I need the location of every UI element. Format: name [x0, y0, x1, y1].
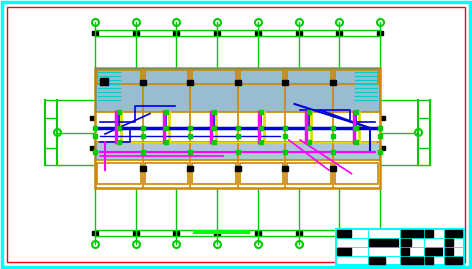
Bar: [377, 231, 383, 235]
Bar: [336, 31, 342, 35]
Bar: [100, 77, 108, 84]
Bar: [214, 231, 220, 235]
Bar: [235, 167, 241, 171]
Bar: [187, 80, 193, 85]
Bar: [133, 231, 139, 235]
Bar: [337, 230, 351, 237]
Bar: [140, 80, 145, 85]
Bar: [425, 257, 433, 264]
Bar: [90, 146, 95, 150]
Bar: [295, 231, 302, 235]
Bar: [380, 116, 385, 120]
Bar: [425, 248, 442, 255]
Bar: [95, 68, 380, 112]
Bar: [95, 68, 380, 188]
Bar: [282, 167, 288, 171]
Bar: [380, 146, 385, 150]
Bar: [336, 229, 464, 265]
Bar: [282, 80, 288, 85]
Bar: [92, 31, 98, 35]
Bar: [173, 31, 179, 35]
Bar: [95, 142, 380, 160]
Bar: [173, 231, 179, 235]
Bar: [90, 116, 95, 120]
Bar: [401, 239, 411, 246]
Bar: [295, 31, 302, 35]
Bar: [337, 248, 351, 255]
Bar: [255, 31, 261, 35]
Bar: [401, 230, 423, 237]
Bar: [336, 231, 342, 235]
Bar: [445, 248, 453, 255]
Bar: [401, 257, 423, 264]
Bar: [235, 80, 241, 85]
Bar: [369, 239, 398, 246]
Bar: [445, 239, 453, 246]
Bar: [377, 31, 383, 35]
Bar: [425, 230, 433, 237]
Bar: [369, 257, 385, 264]
Bar: [92, 231, 98, 235]
Bar: [445, 257, 462, 264]
Bar: [214, 31, 220, 35]
Bar: [187, 167, 193, 171]
Bar: [133, 31, 139, 35]
Bar: [401, 248, 409, 255]
Bar: [329, 167, 336, 171]
Bar: [329, 80, 336, 85]
Bar: [445, 230, 462, 237]
Bar: [140, 167, 145, 171]
Bar: [255, 231, 261, 235]
